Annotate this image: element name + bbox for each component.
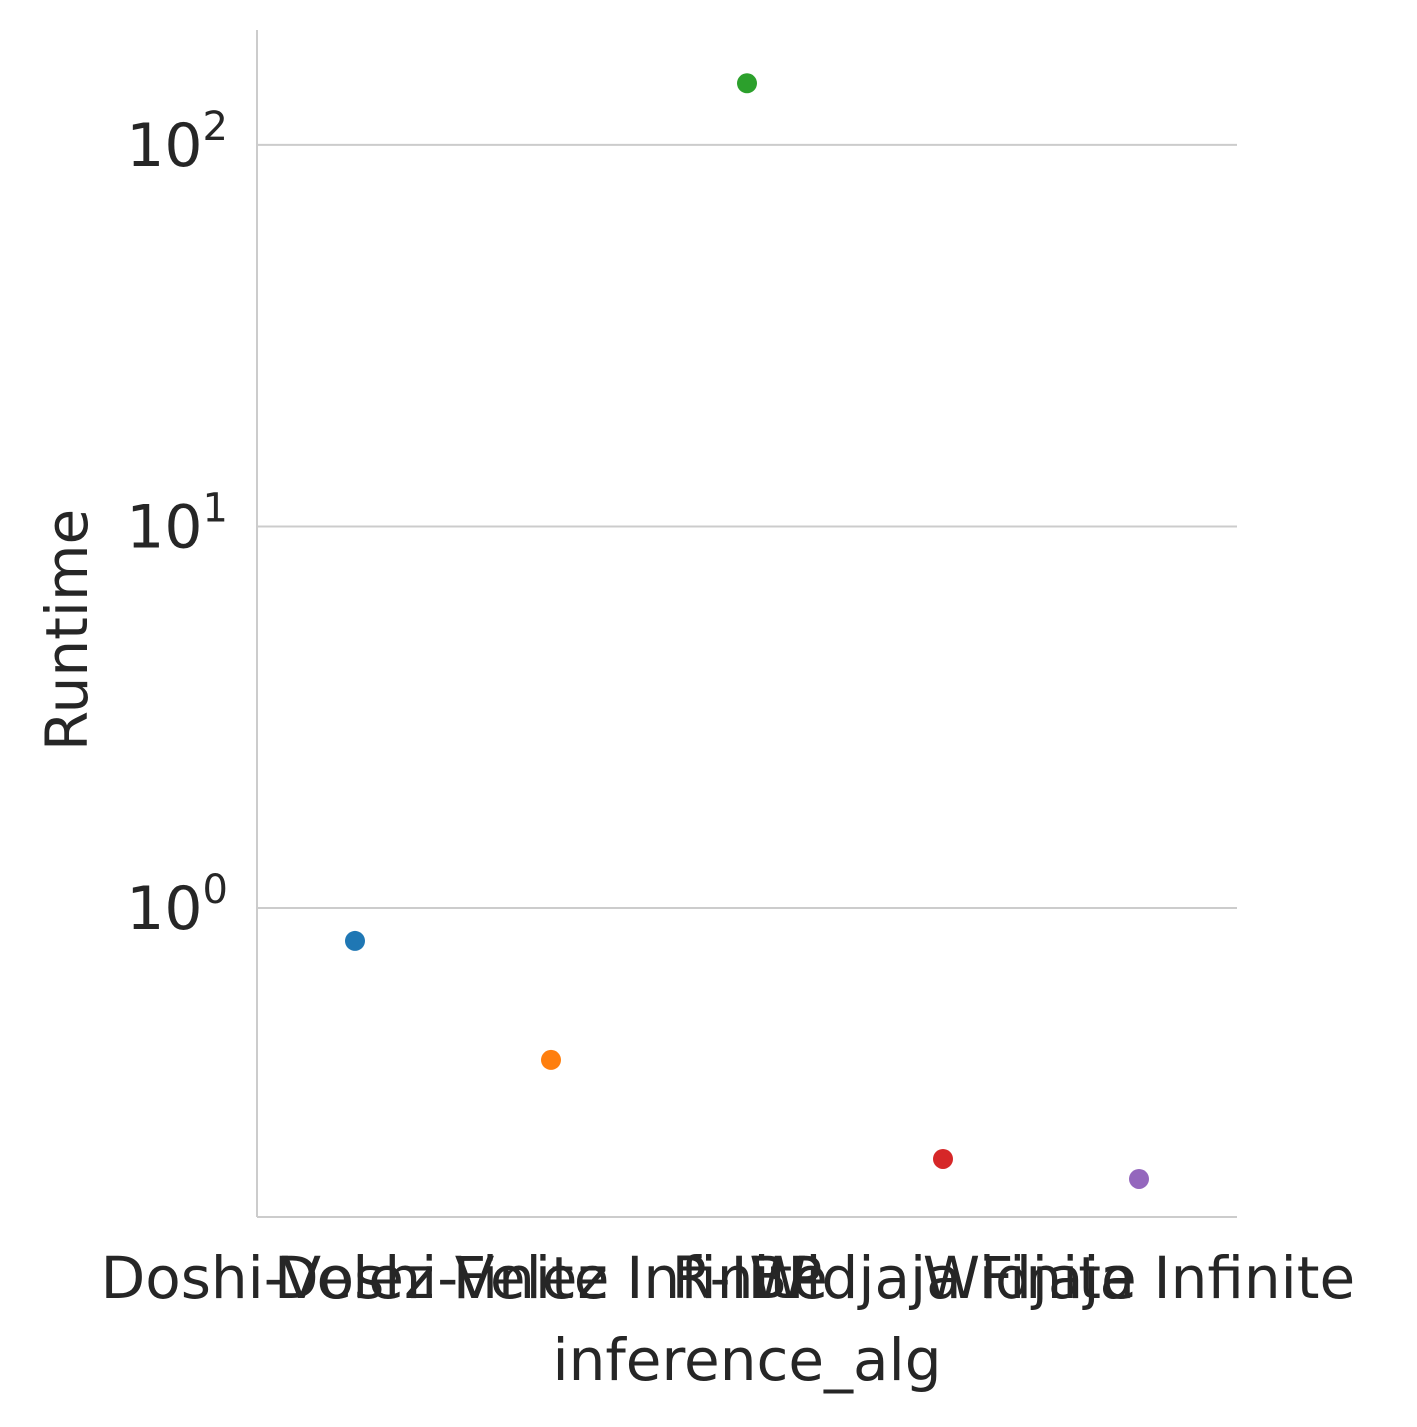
data-point <box>541 1049 561 1070</box>
y-tick-label: 101 <box>126 485 228 562</box>
data-points <box>345 73 1149 1189</box>
x-tick-label: R-IBP <box>672 1244 823 1312</box>
y-tick-labels: 100 101 102 <box>126 104 228 944</box>
grid-lines <box>257 143 1237 910</box>
y-tick-label: 102 <box>126 104 228 181</box>
y-axis-label: Runtime <box>33 509 101 751</box>
x-tick-label: Widjaja Finite <box>749 1244 1136 1312</box>
x-tick-label: Widjaja Infinite <box>923 1244 1355 1312</box>
x-tick-label: Doshi-Velez Finite <box>101 1244 610 1312</box>
data-point <box>933 1148 953 1169</box>
x-axis-label: inference_alg <box>552 1326 941 1394</box>
y-tick-label: 100 <box>126 867 228 944</box>
data-point <box>1129 1168 1149 1189</box>
data-point <box>737 73 757 94</box>
data-point <box>345 930 365 951</box>
x-tick-label: Doshi-Velez Infinite <box>274 1244 828 1312</box>
